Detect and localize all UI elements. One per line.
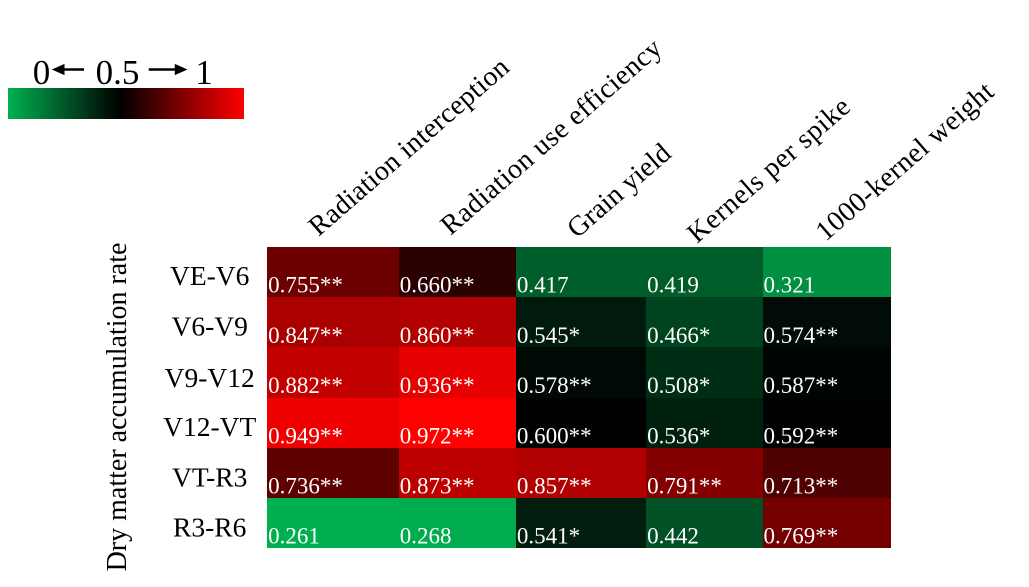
svg-text:0.600**: 0.600** [517, 424, 592, 449]
svg-text:0.541*: 0.541* [517, 524, 580, 549]
svg-text:1: 1 [195, 53, 213, 92]
svg-text:0.578**: 0.578** [517, 373, 592, 398]
svg-text:0.466*: 0.466* [647, 323, 710, 348]
svg-text:0.949**: 0.949** [268, 424, 343, 449]
svg-text:0.268: 0.268 [400, 524, 452, 549]
svg-text:Radiation use efficiency: Radiation use efficiency [435, 32, 669, 241]
svg-text:0.508*: 0.508* [647, 373, 710, 398]
svg-text:0.755**: 0.755** [268, 273, 343, 298]
svg-text:V9-V12: V9-V12 [165, 362, 255, 393]
svg-text:0: 0 [33, 53, 51, 92]
svg-text:0.857**: 0.857** [517, 474, 592, 499]
svg-text:0.713**: 0.713** [764, 474, 839, 499]
svg-text:0.321: 0.321 [764, 273, 816, 298]
svg-text:0.847**: 0.847** [268, 323, 343, 348]
svg-text:V12-VT: V12-VT [163, 411, 256, 442]
svg-text:0.545*: 0.545* [517, 323, 580, 348]
svg-text:0.936**: 0.936** [400, 373, 475, 398]
svg-text:0.860**: 0.860** [400, 323, 475, 348]
svg-text:VT-R3: VT-R3 [172, 461, 247, 492]
svg-text:0.882**: 0.882** [268, 373, 343, 398]
svg-text:0.536*: 0.536* [647, 424, 710, 449]
svg-text:Grain yield: Grain yield [561, 138, 677, 245]
svg-text:VE-V6: VE-V6 [170, 260, 249, 291]
svg-text:0.574**: 0.574** [764, 323, 839, 348]
svg-text:0.791**: 0.791** [647, 474, 722, 499]
svg-text:0.442: 0.442 [647, 524, 699, 549]
svg-text:0.5: 0.5 [96, 53, 140, 92]
svg-text:0.972**: 0.972** [400, 424, 475, 449]
svg-text:0.736**: 0.736** [268, 474, 343, 499]
svg-text:0.660**: 0.660** [400, 273, 475, 298]
svg-text:0.587**: 0.587** [764, 373, 839, 398]
svg-text:V6-V9: V6-V9 [172, 310, 248, 341]
svg-text:0.769**: 0.769** [764, 524, 839, 549]
svg-text:0.592**: 0.592** [764, 424, 839, 449]
svg-text:0.873**: 0.873** [400, 474, 475, 499]
svg-text:0.417: 0.417 [517, 273, 569, 298]
svg-text:Dry matter accumulation rate: Dry matter accumulation rate [102, 243, 133, 572]
svg-text:R3-R6: R3-R6 [173, 511, 246, 542]
svg-text:0.261: 0.261 [268, 524, 320, 549]
svg-text:0.419: 0.419 [647, 273, 699, 298]
